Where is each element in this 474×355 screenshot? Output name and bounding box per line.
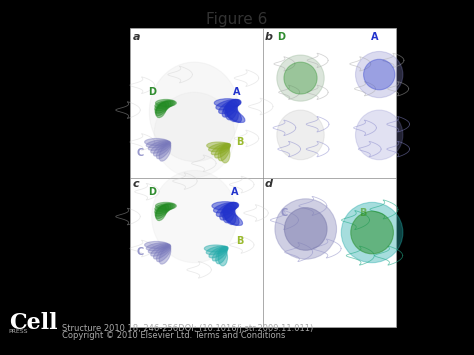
Ellipse shape — [221, 211, 243, 225]
Ellipse shape — [223, 108, 245, 122]
Ellipse shape — [364, 59, 395, 90]
Ellipse shape — [284, 208, 327, 250]
Ellipse shape — [154, 245, 171, 259]
Text: D: D — [148, 87, 155, 97]
Ellipse shape — [155, 99, 176, 106]
Text: c: c — [133, 179, 139, 189]
Text: A: A — [231, 187, 238, 197]
Ellipse shape — [148, 244, 170, 253]
Ellipse shape — [149, 62, 239, 162]
Ellipse shape — [225, 100, 237, 120]
Ellipse shape — [152, 170, 237, 263]
Ellipse shape — [214, 99, 241, 107]
Ellipse shape — [159, 247, 171, 264]
Ellipse shape — [156, 246, 171, 262]
Ellipse shape — [151, 141, 171, 153]
Ellipse shape — [209, 246, 228, 258]
Ellipse shape — [145, 138, 168, 146]
Ellipse shape — [225, 105, 241, 122]
Ellipse shape — [222, 99, 238, 117]
Ellipse shape — [146, 243, 170, 251]
Ellipse shape — [156, 206, 166, 220]
Ellipse shape — [220, 202, 236, 220]
Ellipse shape — [206, 246, 228, 255]
Ellipse shape — [284, 62, 317, 94]
Ellipse shape — [211, 143, 230, 155]
Ellipse shape — [159, 144, 171, 161]
FancyBboxPatch shape — [130, 28, 396, 327]
Ellipse shape — [277, 55, 324, 101]
Ellipse shape — [145, 241, 168, 248]
Ellipse shape — [218, 249, 228, 266]
Ellipse shape — [223, 208, 239, 225]
Ellipse shape — [156, 143, 171, 159]
Ellipse shape — [212, 247, 228, 261]
Text: Structure 2010 18, 246-256DOI: (10.1016/j.str.2009.11.011): Structure 2010 18, 246-256DOI: (10.1016/… — [62, 324, 313, 333]
Ellipse shape — [275, 199, 337, 259]
Text: C: C — [136, 148, 144, 158]
Text: b: b — [264, 32, 273, 42]
Ellipse shape — [356, 51, 403, 98]
Ellipse shape — [155, 204, 173, 214]
Ellipse shape — [218, 144, 229, 161]
Ellipse shape — [207, 142, 229, 149]
Ellipse shape — [220, 146, 230, 163]
Ellipse shape — [155, 202, 176, 209]
Text: B: B — [236, 137, 243, 147]
Ellipse shape — [154, 142, 171, 156]
Text: B: B — [236, 236, 243, 246]
Ellipse shape — [216, 247, 227, 264]
Ellipse shape — [155, 203, 175, 211]
Ellipse shape — [151, 244, 171, 256]
Ellipse shape — [146, 140, 170, 148]
Ellipse shape — [155, 100, 175, 108]
Ellipse shape — [223, 203, 235, 223]
Ellipse shape — [154, 92, 235, 178]
Ellipse shape — [212, 202, 238, 210]
Text: Cell: Cell — [9, 312, 58, 334]
Ellipse shape — [156, 103, 166, 118]
Text: a: a — [133, 32, 140, 42]
Ellipse shape — [209, 143, 230, 152]
Ellipse shape — [155, 204, 171, 216]
Ellipse shape — [215, 144, 230, 158]
Ellipse shape — [204, 245, 227, 252]
Text: PRESS: PRESS — [8, 329, 28, 334]
Ellipse shape — [155, 101, 171, 113]
Ellipse shape — [351, 211, 393, 254]
Ellipse shape — [155, 204, 169, 219]
Text: C: C — [136, 247, 144, 257]
Text: Copyright © 2010 Elsevier Ltd. Terms and Conditions: Copyright © 2010 Elsevier Ltd. Terms and… — [62, 331, 285, 340]
Ellipse shape — [155, 102, 169, 116]
Text: A: A — [371, 32, 378, 42]
Ellipse shape — [224, 205, 236, 225]
Ellipse shape — [277, 110, 324, 160]
Ellipse shape — [226, 102, 238, 122]
Ellipse shape — [155, 101, 173, 111]
Ellipse shape — [213, 202, 239, 213]
Ellipse shape — [219, 99, 240, 114]
Text: A: A — [233, 87, 241, 97]
Ellipse shape — [341, 202, 403, 263]
Text: C: C — [281, 208, 288, 218]
Text: D: D — [148, 187, 155, 197]
Text: Figure 6: Figure 6 — [206, 12, 268, 27]
Ellipse shape — [148, 141, 170, 151]
Text: D: D — [277, 32, 285, 42]
Text: B: B — [359, 208, 366, 218]
Text: d: d — [264, 179, 273, 189]
Ellipse shape — [216, 99, 241, 110]
Ellipse shape — [216, 202, 238, 217]
Ellipse shape — [356, 110, 403, 160]
